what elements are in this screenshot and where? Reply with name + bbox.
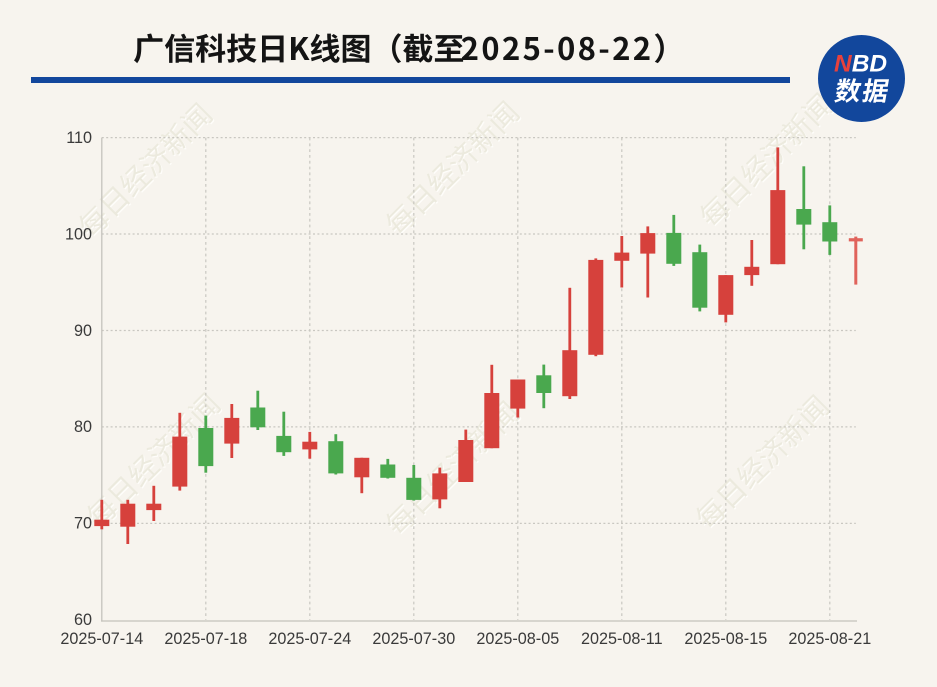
svg-text:110: 110: [66, 129, 92, 147]
svg-text:100: 100: [65, 225, 92, 243]
svg-text:90: 90: [74, 322, 92, 340]
svg-text:60: 60: [74, 611, 92, 629]
svg-text:2025-08-21: 2025-08-21: [788, 630, 871, 648]
svg-text:2025-08-15: 2025-08-15: [684, 630, 767, 648]
svg-text:2025-07-14: 2025-07-14: [60, 630, 143, 648]
svg-text:2025-07-30: 2025-07-30: [372, 630, 455, 648]
svg-text:80: 80: [74, 418, 92, 436]
svg-text:2025-08-05: 2025-08-05: [476, 630, 559, 648]
svg-text:2025-08-11: 2025-08-11: [581, 630, 663, 648]
svg-text:2025-07-18: 2025-07-18: [164, 630, 247, 648]
svg-text:70: 70: [74, 515, 92, 533]
svg-text:2025-07-24: 2025-07-24: [268, 630, 351, 648]
svg-text:NBD: NBD: [834, 50, 887, 77]
